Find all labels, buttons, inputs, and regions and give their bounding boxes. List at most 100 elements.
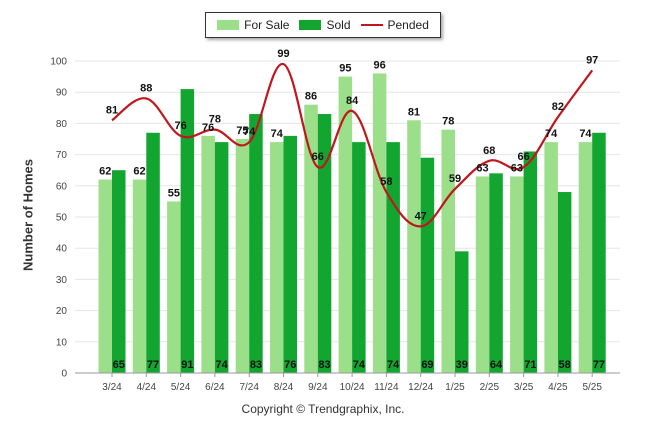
x-tick-label: 7/24 [239,382,259,393]
sold-data-label: 58 [559,359,571,371]
y-tick-label: 30 [56,275,68,286]
for-sale-swatch-icon [217,20,240,30]
for-sale-data-label: 75 [236,125,248,137]
sold-data-label: 74 [216,359,229,371]
copyright-footer: Copyright © Trendgraphix, Inc. [241,402,405,416]
sold-data-label: 77 [147,359,159,371]
bar-sold [249,114,263,373]
y-tick-label: 20 [56,306,68,317]
bar-sold [180,89,195,373]
pended-data-label: 88 [140,82,152,94]
for-sale-data-label: 76 [202,122,214,134]
for-sale-data-label: 74 [545,128,558,140]
x-tick-label: 3/24 [102,382,122,393]
bar-sold [317,114,332,373]
bars-layer [98,73,606,374]
pended-data-label: 74 [243,126,256,138]
legend: For Sale Sold Pended [205,12,441,38]
pended-data-label: 99 [277,48,289,60]
bar-sold [523,151,538,373]
y-tick-label: 50 [56,213,68,224]
x-tick-label: 6/24 [205,382,225,393]
bar-for-sale [475,176,490,373]
y-axis-label: Number of Homes [20,159,36,271]
bar-sold [352,142,366,373]
for-sale-data-label: 55 [168,187,180,199]
pended-data-label: 97 [586,54,598,66]
pended-data-label: 78 [209,114,221,126]
bar-for-sale [304,104,318,374]
bar-for-sale [270,142,284,373]
bar-sold [146,132,160,373]
x-tick-label: 8/24 [274,382,294,393]
legend-item-sold[interactable]: Sold [299,18,351,32]
x-tick-label: 5/25 [582,382,602,393]
x-tick-label: 5/24 [171,382,191,393]
bar-sold [214,142,229,373]
legend-item-pended[interactable]: Pended [360,18,429,32]
line-layer [111,63,594,228]
pended-data-label: 81 [106,104,118,116]
bar-for-sale [338,76,353,373]
sold-data-label: 39 [456,359,468,371]
sold-data-label: 71 [524,359,536,371]
bar-sold [386,142,400,373]
x-tick-label: 9/24 [308,382,328,393]
y-tick-label: 40 [56,244,68,255]
bar-sold [283,135,297,373]
y-tick-label: 70 [56,150,68,161]
sold-data-label: 76 [284,359,296,371]
for-sale-data-label: 95 [339,63,351,75]
pended-data-label: 84 [346,95,359,107]
for-sale-data-label: 62 [133,166,145,178]
bar-sold [112,170,126,373]
sold-data-label: 69 [421,359,433,371]
bar-for-sale [544,142,558,373]
x-tick-label: 4/24 [137,382,157,393]
pended-data-label: 47 [415,210,427,222]
bar-sold [489,173,503,373]
for-sale-data-label: 74 [271,128,284,140]
legend-label-sold: Sold [326,18,351,32]
bar-for-sale [167,201,181,373]
bar-for-sale [372,73,387,373]
x-tick-label: 11/24 [374,382,399,393]
sold-data-label: 77 [593,359,605,371]
y-tick-label: 100 [50,57,67,68]
bar-for-sale [201,135,215,373]
x-tick-label: 4/25 [548,382,568,393]
for-sale-data-label: 81 [408,106,420,118]
for-sale-data-label: 62 [99,166,111,178]
pended-data-label: 66 [517,151,529,163]
bar-sold [557,192,572,373]
bar-for-sale [441,129,455,373]
axes-layer: 0 10 20 30 40 50 60 70 80 90 100 3/24 4/24 5/24 6/24 7/… [50,57,620,393]
y-tick-label: 0 [61,369,67,380]
sold-data-label: 83 [250,359,262,371]
for-sale-data-label: 96 [374,59,386,71]
legend-item-for-sale[interactable]: For Sale [217,18,289,32]
bar-for-sale [407,120,421,373]
bar-for-sale [98,179,112,373]
pended-data-label: 76 [174,120,186,132]
for-sale-data-label: 63 [511,162,523,174]
pended-data-label: 82 [552,101,564,113]
x-tick-label: 12/24 [408,382,433,393]
pended-data-label: 66 [312,151,324,163]
for-sale-data-label: 78 [442,116,454,128]
bar-for-sale [132,179,147,373]
sold-data-label: 64 [490,359,503,371]
pended-data-label: 68 [483,145,495,157]
bar-sold [455,251,469,373]
bar-sold [420,157,435,373]
x-tick-label: 3/25 [514,382,534,393]
pended-data-label: 59 [449,173,461,185]
x-tick-label: 10/24 [340,382,365,393]
legend-label-for-sale: For Sale [244,18,290,32]
sold-data-label: 91 [181,359,193,371]
sold-data-label: 74 [387,359,400,371]
for-sale-data-label: 63 [476,162,488,174]
bar-sold [592,132,606,373]
sold-data-label: 74 [353,359,366,371]
